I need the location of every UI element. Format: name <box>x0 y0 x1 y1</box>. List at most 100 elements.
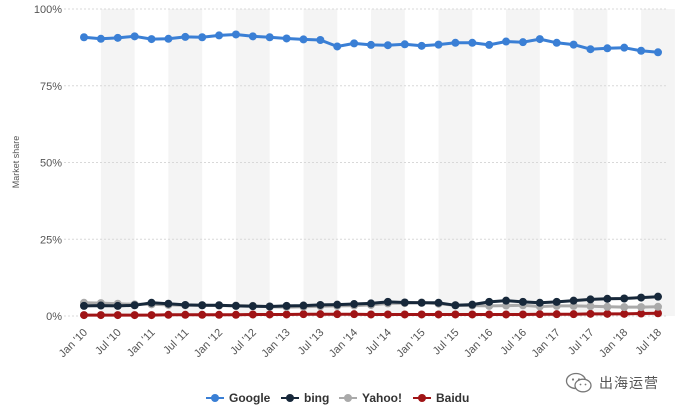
data-point-bing <box>586 295 595 304</box>
data-point-bing <box>181 300 190 309</box>
data-point-google <box>654 48 662 57</box>
legend-label: bing <box>304 391 330 405</box>
data-point-google <box>603 44 612 53</box>
data-point-google <box>282 34 291 43</box>
y-tick-label: 25% <box>40 234 62 246</box>
data-point-yahoo <box>620 303 629 312</box>
data-point-bing <box>80 301 88 310</box>
data-point-bing <box>248 302 257 311</box>
data-point-bing <box>552 297 561 306</box>
data-point-baidu <box>620 309 629 318</box>
legend-marker-bing <box>281 393 299 403</box>
data-point-bing <box>130 301 139 310</box>
legend-item-bing[interactable]: bing <box>281 388 329 408</box>
data-point-bing <box>400 298 409 307</box>
data-point-bing <box>417 298 426 307</box>
legend-marker-yahoo <box>339 393 357 403</box>
data-point-baidu <box>316 310 325 319</box>
data-point-bing <box>147 298 156 307</box>
data-point-yahoo <box>637 303 646 312</box>
legend-marker-dot <box>418 394 426 402</box>
data-point-yahoo <box>654 302 662 311</box>
data-point-google <box>299 35 308 44</box>
data-point-google <box>333 42 342 51</box>
data-point-google <box>434 40 443 49</box>
data-point-google <box>468 38 477 47</box>
legend: Google bing Yahoo! Baidu <box>0 388 677 408</box>
data-point-google <box>552 38 561 47</box>
data-point-google <box>113 33 122 42</box>
data-point-google <box>569 40 578 49</box>
watermark-text: 出海运营 <box>599 376 659 392</box>
x-tick-label: Jul '10 <box>93 327 124 358</box>
legend-item-baidu[interactable]: Baidu <box>413 388 469 408</box>
data-point-baidu <box>282 310 291 319</box>
y-tick-label: 0% <box>46 311 62 323</box>
data-point-baidu <box>265 310 274 319</box>
data-point-bing <box>569 296 578 305</box>
data-point-yahoo <box>603 302 612 311</box>
data-point-baidu <box>350 310 359 319</box>
data-point-google <box>265 33 274 42</box>
data-point-bing <box>215 301 224 310</box>
data-point-bing <box>113 301 122 310</box>
background-band <box>438 9 473 316</box>
legend-label: Google <box>229 391 271 405</box>
x-tick-label: Jan '13 <box>259 327 292 360</box>
data-point-bing <box>316 300 325 309</box>
legend-label: Baidu <box>436 391 470 405</box>
series-layer <box>80 30 662 320</box>
y-axis-title: Market share <box>11 136 21 189</box>
data-point-baidu <box>181 310 190 319</box>
data-point-baidu <box>502 310 511 319</box>
data-point-google <box>147 35 156 44</box>
data-point-google <box>130 32 139 41</box>
data-point-baidu <box>535 310 544 319</box>
data-point-baidu <box>468 310 477 319</box>
data-point-google <box>535 35 544 44</box>
data-point-bing <box>164 299 173 308</box>
data-point-bing <box>367 299 375 308</box>
data-point-bing <box>485 297 494 306</box>
data-point-baidu <box>130 311 139 320</box>
data-point-google <box>350 39 359 48</box>
data-point-bing <box>620 294 629 303</box>
data-point-google <box>215 31 224 40</box>
data-point-baidu <box>400 310 409 319</box>
data-point-bing <box>383 297 392 306</box>
data-point-google <box>485 40 494 49</box>
data-point-baidu <box>569 310 578 319</box>
legend-label: Yahoo! <box>362 391 403 405</box>
data-point-yahoo <box>586 302 595 311</box>
data-point-bing <box>282 301 291 310</box>
data-point-baidu <box>96 311 105 320</box>
x-tick-label: Jan '12 <box>192 327 225 360</box>
background-band <box>573 9 608 316</box>
x-tick-label: Jul '18 <box>633 327 664 358</box>
data-point-bing <box>637 293 646 302</box>
data-point-bing <box>265 302 274 311</box>
x-tick-label: Jan '18 <box>597 327 630 360</box>
data-point-google <box>367 40 375 49</box>
legend-item-google[interactable]: Google <box>206 388 270 408</box>
data-point-bing <box>603 294 612 303</box>
y-axis-ticks: 0% 25% 50% 75% 100% <box>34 4 62 323</box>
x-axis-ticks: Jan '10 Jul '10 Jan '11 Jul '11 Jan '12 Jul '… <box>57 327 664 360</box>
data-point-baidu <box>198 310 207 319</box>
data-point-baidu <box>367 310 375 319</box>
x-tick-label: Jul '14 <box>363 327 394 358</box>
x-tick-label: Jan '10 <box>57 327 90 360</box>
legend-marker-baidu <box>413 393 431 403</box>
data-point-baidu <box>147 311 156 320</box>
legend-item-yahoo[interactable]: Yahoo! <box>339 388 402 408</box>
series-google <box>80 30 662 57</box>
data-point-baidu <box>603 309 612 318</box>
legend-marker-dot <box>344 394 352 402</box>
data-point-bing <box>434 298 443 307</box>
data-point-baidu <box>231 310 240 319</box>
data-point-bing <box>535 298 544 307</box>
data-point-baidu <box>586 309 595 318</box>
x-tick-label: Jul '17 <box>566 327 597 358</box>
data-point-google <box>181 32 190 41</box>
legend-marker-dot <box>286 394 294 402</box>
